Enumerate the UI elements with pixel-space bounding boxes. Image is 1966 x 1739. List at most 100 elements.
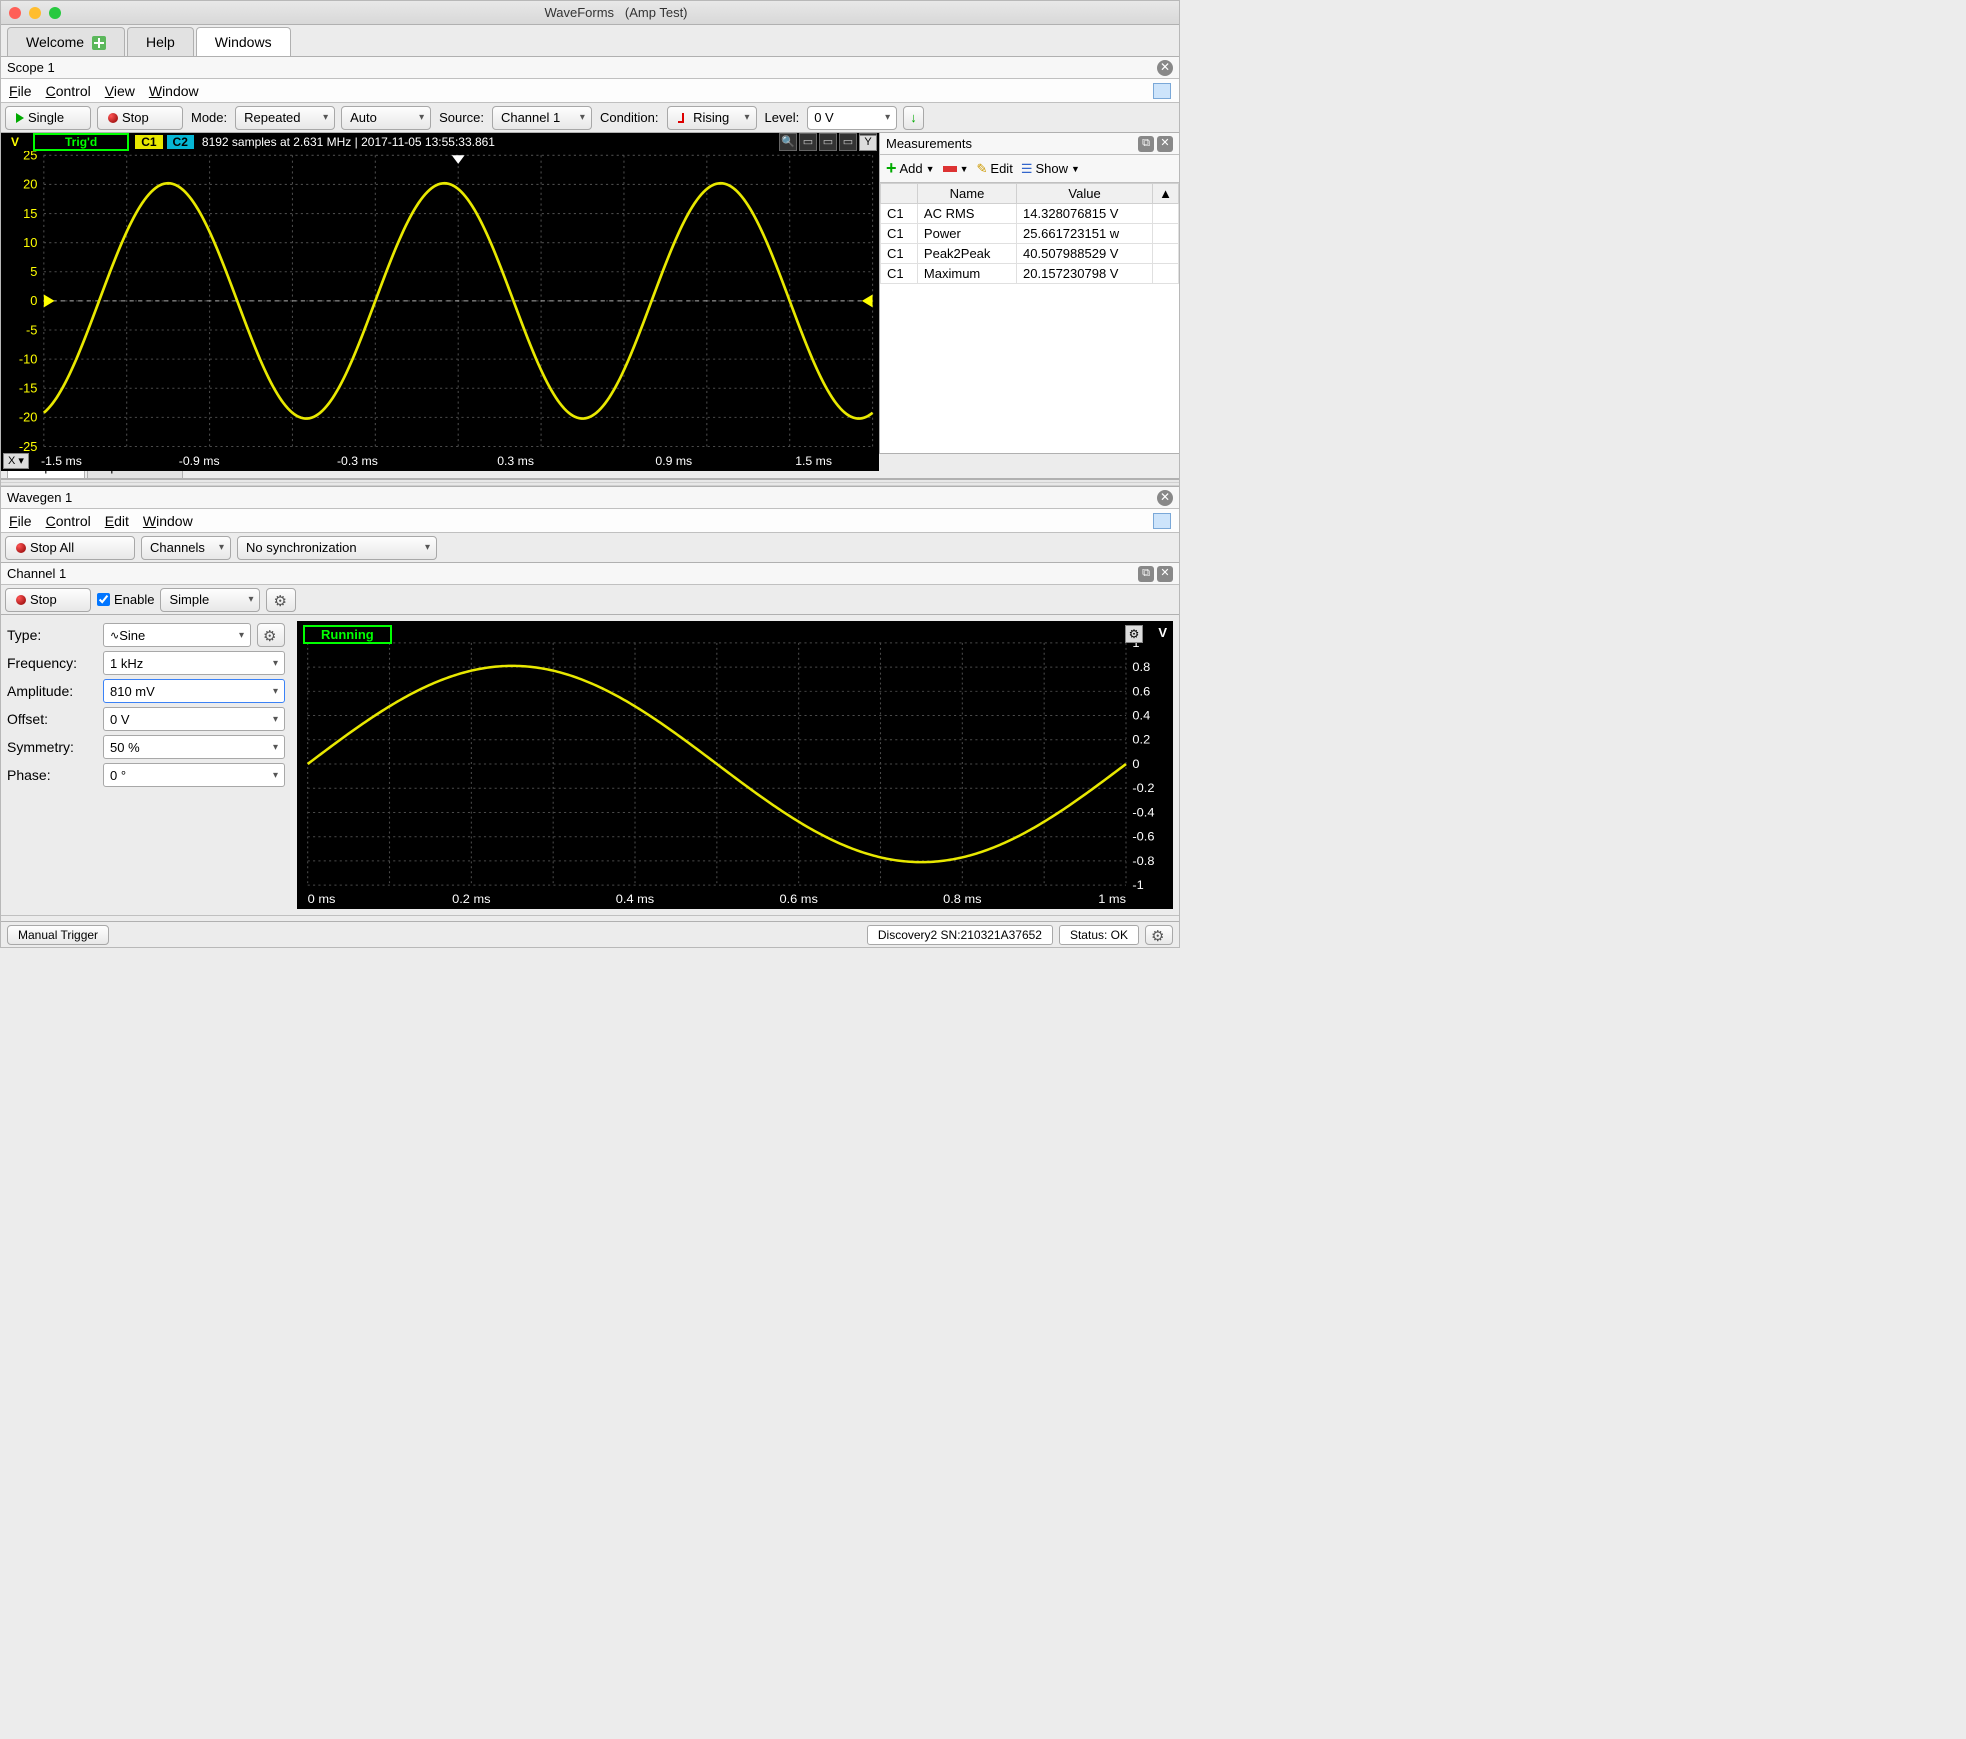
menu-window[interactable]: Window <box>149 83 199 99</box>
apply-button[interactable]: ↓ <box>903 106 924 130</box>
scope-panel-header: Scope 1 ✕ <box>1 57 1179 79</box>
zoom-icon[interactable]: 🔍 <box>779 133 797 151</box>
gear-icon <box>1151 927 1167 943</box>
menu-file[interactable]: File <box>9 83 32 99</box>
app-name: WaveForms <box>544 5 614 20</box>
popout-icon[interactable] <box>1153 513 1171 529</box>
symmetry-input[interactable]: 50 % <box>103 735 285 759</box>
svg-text:-0.4: -0.4 <box>1132 806 1154 819</box>
popout-icon[interactable]: ⧉ <box>1138 136 1154 152</box>
svg-text:15: 15 <box>23 206 37 221</box>
menu-view[interactable]: View <box>105 83 135 99</box>
close-icon[interactable] <box>9 7 21 19</box>
manual-trigger-button[interactable]: Manual Trigger <box>7 925 109 945</box>
c2-badge[interactable]: C2 <box>167 135 194 149</box>
phase-input[interactable]: 0 ° <box>103 763 285 787</box>
mode-select[interactable]: Repeated <box>235 106 335 130</box>
device-status[interactable]: Discovery2 SN:210321A37652 <box>867 925 1053 945</box>
svg-text:0 ms: 0 ms <box>308 892 336 905</box>
measurements-table: NameValue▲C1AC RMS14.328076815 VC1Power2… <box>880 183 1179 453</box>
popout-icon[interactable] <box>1153 83 1171 99</box>
measurements-panel: Measurements ⧉ ✕ +Add▼ ▼ ✎Edit ☰Show▼ Na… <box>879 133 1179 453</box>
stop-button[interactable]: Stop <box>5 588 91 612</box>
y-axis-button[interactable]: Y <box>859 135 877 151</box>
tool-icon[interactable]: ▭ <box>819 133 837 151</box>
y-unit: V <box>1158 625 1167 640</box>
enable-checkbox[interactable]: Enable <box>97 592 154 607</box>
x-axis-button[interactable]: X ▾ <box>3 453 29 469</box>
level-label: Level: <box>763 110 802 125</box>
close-icon[interactable]: ✕ <box>1157 566 1173 582</box>
frequency-input[interactable]: 1 kHz <box>103 651 285 675</box>
freq-label: Frequency: <box>7 655 97 671</box>
wavegen-params: Type:∿ Sine Frequency:1 kHz Amplitude:81… <box>1 615 291 915</box>
mode-select[interactable]: Simple <box>160 588 260 612</box>
gear-icon <box>273 592 289 608</box>
splitter[interactable] <box>1 479 1179 487</box>
svg-text:0.2: 0.2 <box>1132 733 1150 746</box>
gear-button[interactable] <box>1145 925 1173 945</box>
plus-icon: + <box>886 158 897 179</box>
single-button[interactable]: Single <box>5 106 91 130</box>
c1-badge[interactable]: C1 <box>135 135 162 149</box>
auto-select[interactable]: Auto <box>341 106 431 130</box>
svg-text:-0.2: -0.2 <box>1132 782 1154 795</box>
popout-icon[interactable]: ⧉ <box>1138 566 1154 582</box>
remove-button[interactable]: ▼ <box>943 164 969 174</box>
svg-text:-1.5 ms: -1.5 ms <box>41 454 82 468</box>
tab-welcome[interactable]: Welcome <box>7 27 125 56</box>
svg-text:25: 25 <box>23 151 37 163</box>
y-unit: V <box>1 135 29 149</box>
edit-button[interactable]: ✎Edit <box>977 161 1013 177</box>
svg-text:-0.6: -0.6 <box>1132 830 1154 843</box>
close-icon[interactable]: ✕ <box>1157 60 1173 76</box>
svg-text:0.6: 0.6 <box>1132 685 1150 698</box>
menu-file[interactable]: File <box>9 513 32 529</box>
close-icon[interactable]: ✕ <box>1157 490 1173 506</box>
scope-area: V Trig'd C1 C2 8192 samples at 2.631 MHz… <box>1 133 1179 453</box>
gear-button[interactable] <box>266 588 296 612</box>
mode-label: Mode: <box>189 110 229 125</box>
amplitude-input[interactable]: 810 mV <box>103 679 285 703</box>
zoom-icon[interactable] <box>49 7 61 19</box>
statusbar: Manual Trigger Discovery2 SN:210321A3765… <box>1 921 1179 947</box>
channel-toolbar: Stop Enable Simple <box>1 585 1179 615</box>
wavegen-toolbar: Stop All Channels No synchronization <box>1 533 1179 563</box>
tab-help[interactable]: Help <box>127 27 194 56</box>
sym-label: Symmetry: <box>7 739 97 755</box>
sync-select[interactable]: No synchronization <box>237 536 437 560</box>
tab-windows[interactable]: Windows <box>196 27 291 56</box>
wavegen-body: Type:∿ Sine Frequency:1 kHz Amplitude:81… <box>1 615 1179 915</box>
channels-select[interactable]: Channels <box>141 536 231 560</box>
close-icon[interactable]: ✕ <box>1157 136 1173 152</box>
gear-icon[interactable]: ⚙ <box>1125 625 1143 643</box>
menu-window[interactable]: Window <box>143 513 193 529</box>
amp-label: Amplitude: <box>7 683 97 699</box>
show-button[interactable]: ☰Show▼ <box>1021 161 1080 177</box>
svg-text:0.8 ms: 0.8 ms <box>943 892 981 905</box>
menu-control[interactable]: Control <box>46 513 91 529</box>
minimize-icon[interactable] <box>29 7 41 19</box>
menu-edit[interactable]: Edit <box>105 513 129 529</box>
condition-select[interactable]: Rising <box>667 106 757 130</box>
wavegen-preview[interactable]: Running ⚙ V 10.80.60.40.20-0.2-0.4-0.6-0… <box>297 621 1173 909</box>
gear-button[interactable] <box>257 623 285 647</box>
svg-text:0.4: 0.4 <box>1132 709 1150 722</box>
add-button[interactable]: +Add▼ <box>886 158 935 179</box>
type-select[interactable]: ∿ Sine <box>103 623 251 647</box>
menu-control[interactable]: Control <box>46 83 91 99</box>
scope-menubar: File Control View Window <box>1 79 1179 103</box>
source-select[interactable]: Channel 1 <box>492 106 592 130</box>
offset-input[interactable]: 0 V <box>103 707 285 731</box>
level-input[interactable]: 0 V <box>807 106 897 130</box>
wavegen-title: Wavegen 1 <box>7 490 72 505</box>
titlebar: WaveForms (Amp Test) <box>1 1 1179 25</box>
svg-text:20: 20 <box>23 177 37 192</box>
tool-icon[interactable]: ▭ <box>839 133 857 151</box>
svg-text:0.8: 0.8 <box>1132 660 1150 673</box>
tool-icon[interactable]: ▭ <box>799 133 817 151</box>
svg-text:1 ms: 1 ms <box>1098 892 1126 905</box>
scope-canvas[interactable]: 2520151050-5-10-15-20-25 <box>1 151 879 451</box>
stop-button[interactable]: Stop <box>97 106 183 130</box>
stopall-button[interactable]: Stop All <box>5 536 135 560</box>
